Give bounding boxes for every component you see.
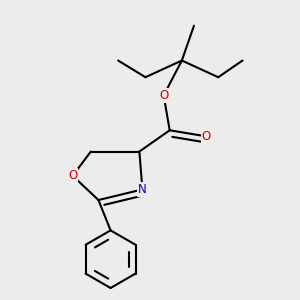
Text: O: O <box>68 169 77 182</box>
Text: N: N <box>138 183 147 196</box>
Text: O: O <box>159 89 168 102</box>
Text: O: O <box>202 130 211 143</box>
